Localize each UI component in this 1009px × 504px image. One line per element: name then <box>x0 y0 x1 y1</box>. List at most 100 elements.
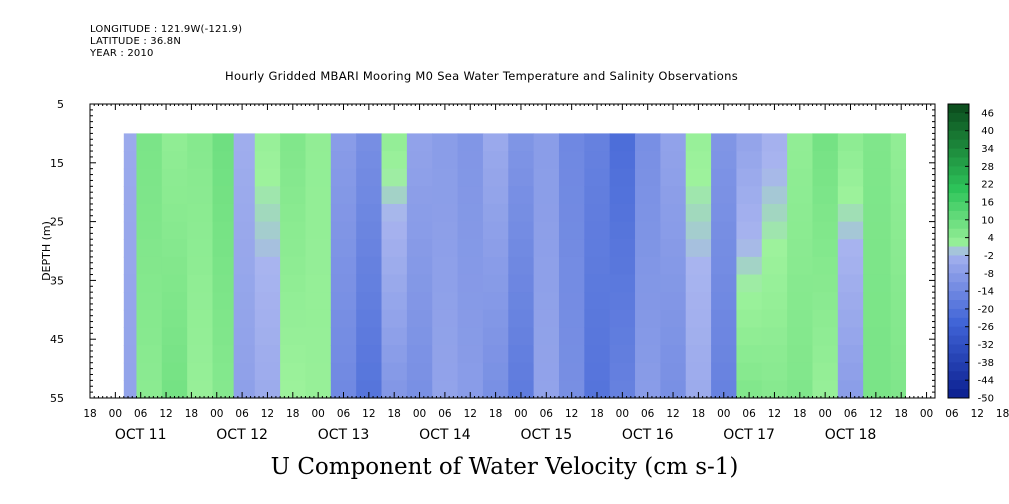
x-hour-label: 12 <box>464 408 477 420</box>
heatmap-cell <box>711 345 738 364</box>
heatmap-cell <box>330 362 357 381</box>
x-hour-label: 06 <box>742 408 756 420</box>
heatmap-cell <box>212 133 235 152</box>
heatmap-cell <box>558 151 585 170</box>
heatmap-cell <box>161 203 188 223</box>
heatmap-cell <box>837 203 864 223</box>
heatmap-cell <box>533 292 560 311</box>
heatmap-cell <box>736 239 763 258</box>
heatmap-cell <box>685 380 712 399</box>
heatmap-cell <box>136 327 163 346</box>
heatmap-cell <box>457 186 484 205</box>
heatmap-cell <box>254 362 281 381</box>
heatmap-cell <box>685 221 712 240</box>
heatmap-cell <box>635 133 661 152</box>
heatmap-cell <box>837 168 864 187</box>
heatmap-cell <box>432 274 459 293</box>
colorbar-swatch <box>948 389 969 399</box>
heatmap-cell <box>711 168 738 187</box>
heatmap-cell <box>533 168 560 187</box>
heatmap-cell <box>161 362 188 381</box>
heatmap-cell <box>280 221 307 240</box>
heatmap-cell <box>136 292 163 311</box>
heatmap-cell <box>254 151 281 170</box>
heatmap-cell <box>136 239 163 258</box>
heatmap-cell <box>660 239 687 258</box>
heatmap-cell <box>233 380 256 399</box>
heatmap-cell <box>558 133 585 152</box>
heatmap-cell <box>233 256 256 276</box>
x-hour-label: 00 <box>210 408 223 420</box>
colorbar-label: -50 <box>978 394 994 405</box>
heatmap-cell <box>305 186 332 205</box>
heatmap-cell <box>305 327 332 346</box>
heatmap-cell <box>280 309 307 329</box>
heatmap-cell <box>685 203 712 223</box>
heatmap-cell <box>837 186 864 205</box>
heatmap-cell <box>584 168 611 187</box>
heatmap-cell <box>406 221 433 240</box>
heatmap-cell <box>863 133 892 152</box>
heatmap-cell <box>508 362 535 381</box>
heatmap-cell <box>457 221 484 240</box>
heatmap-cell <box>381 151 408 170</box>
heatmap-cell <box>356 380 383 399</box>
colorbar-label: 10 <box>981 215 994 226</box>
heatmap-cell <box>890 203 907 223</box>
colorbar-label: 4 <box>988 233 994 244</box>
heatmap-cell <box>330 274 357 293</box>
heatmap-cell <box>233 309 256 329</box>
colorbar-swatch <box>948 264 969 274</box>
heatmap-cell <box>406 239 433 258</box>
heatmap-cell <box>584 133 611 152</box>
heatmap-cell <box>254 292 281 311</box>
heatmap-cell <box>584 345 611 364</box>
heatmap-cell <box>212 168 235 187</box>
heatmap-cell <box>584 292 611 311</box>
heatmap-cell <box>533 345 560 364</box>
heatmap-cell <box>457 133 484 152</box>
heatmap-cell <box>660 380 687 399</box>
heatmap-cell <box>890 256 907 276</box>
heatmap-cell <box>533 256 560 276</box>
x-hour-label: 06 <box>235 408 249 420</box>
heatmap-cell <box>482 292 509 311</box>
heatmap-cell <box>356 292 383 311</box>
heatmap-cell <box>761 151 788 170</box>
heatmap-cell <box>890 380 907 399</box>
colorbar-label: 46 <box>981 108 994 119</box>
x-hour-label: 18 <box>185 408 198 420</box>
heatmap-cell <box>685 309 712 329</box>
x-hour-label: 12 <box>261 408 274 420</box>
colorbar-label: -26 <box>978 322 994 333</box>
heatmap-cell <box>863 309 892 329</box>
heatmap-cell <box>305 151 332 170</box>
heatmap-cell <box>356 327 383 346</box>
heatmap-cell <box>457 151 484 170</box>
heatmap-cell <box>685 151 712 170</box>
heatmap-cell <box>890 292 907 311</box>
heatmap-cell <box>233 221 256 240</box>
heatmap-cell <box>356 362 383 381</box>
heatmap-cell <box>280 239 307 258</box>
heatmap-cell <box>890 327 907 346</box>
heatmap-cell <box>457 292 484 311</box>
heatmap-cell <box>233 239 256 258</box>
heatmap-cell <box>711 380 738 399</box>
x-hour-label: 00 <box>311 408 324 420</box>
heatmap-cell <box>136 309 163 329</box>
heatmap-cell <box>123 362 138 381</box>
colorbar-label: 22 <box>981 180 994 191</box>
heatmap-cell <box>736 133 763 152</box>
colorbar-label: 40 <box>981 126 994 137</box>
heatmap-cell <box>406 274 433 293</box>
heatmap-cell <box>635 362 661 381</box>
heatmap-cell <box>280 186 307 205</box>
heatmap-cell <box>254 274 281 293</box>
heatmap-cell <box>187 362 214 381</box>
heatmap-cell <box>330 380 357 399</box>
colorbar-label: -14 <box>978 287 994 298</box>
colorbar-swatch <box>948 112 969 123</box>
heatmap-cell <box>584 327 611 346</box>
